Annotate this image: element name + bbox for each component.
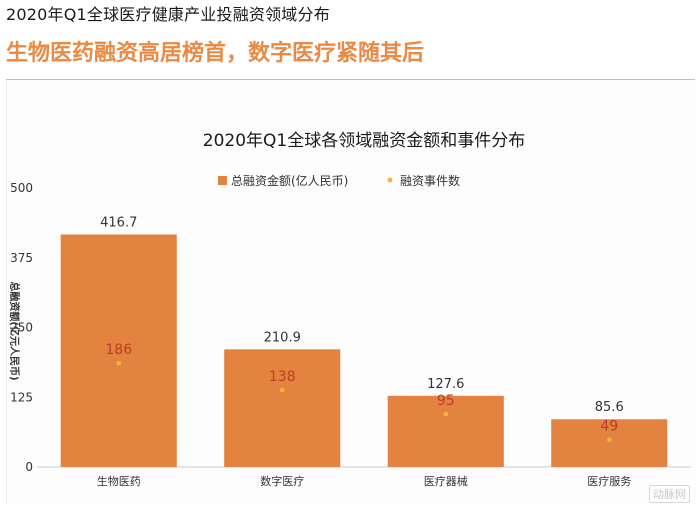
bar-value-label: 210.9 xyxy=(264,330,301,345)
bar xyxy=(224,349,341,467)
x-axis-labels: 生物医药 数字医疗 医疗器械 医疗服务 xyxy=(97,474,632,488)
bar-value-label: 127.6 xyxy=(427,377,464,392)
event-value-labels: 186 138 95 49 xyxy=(105,342,618,434)
x-tick-label: 医疗器械 xyxy=(424,474,468,488)
event-value-label: 186 xyxy=(105,342,132,358)
event-value-label: 95 xyxy=(437,393,455,409)
legend-label-events: 融资事件数 xyxy=(400,173,460,188)
y-tick-label: 0 xyxy=(25,460,33,474)
bar xyxy=(60,234,177,467)
x-tick-label: 生物医药 xyxy=(97,474,141,488)
watermark-logo: 动脉网 xyxy=(649,485,690,503)
bar-value-label: 416.7 xyxy=(100,215,137,230)
header-subtitle: 生物医药融资高居榜首，数字医疗紧随其后 xyxy=(6,41,425,66)
bar xyxy=(387,395,504,467)
legend-label-amount: 总融资金额(亿人民币) xyxy=(231,173,348,188)
header-title: 2020年Q1全球医疗健康产业投融资领域分布 xyxy=(6,5,330,24)
bar xyxy=(551,419,668,467)
bar-value-label: 85.6 xyxy=(595,400,624,415)
event-point xyxy=(116,360,122,366)
y-axis-label: 总融资额(亿元人民币) xyxy=(8,281,21,380)
chart-title: 2020年Q1全球各领域融资金额和事件分布 xyxy=(203,131,525,151)
event-point xyxy=(443,411,449,417)
y-tick-label: 375 xyxy=(10,251,33,265)
y-tick-label: 125 xyxy=(10,390,33,404)
x-tick-label: 医疗服务 xyxy=(587,474,631,488)
y-tick-label: 250 xyxy=(10,321,33,335)
bar-value-labels: 416.7 210.9 127.6 85.6 xyxy=(100,215,624,415)
y-tick-label: 500 xyxy=(10,181,33,195)
event-point xyxy=(606,437,612,442)
legend-marker-events xyxy=(387,177,393,183)
event-value-label: 49 xyxy=(600,419,618,435)
event-points xyxy=(116,360,612,442)
bar-chart: 2020年Q1全球各领域融资金额和事件分布 总融资金额(亿人民币) 融资事件数 … xyxy=(8,131,691,488)
bars xyxy=(60,234,668,467)
header-divider xyxy=(6,79,695,80)
y-axis-ticks: 0 125 250 375 500 xyxy=(10,181,33,474)
legend: 总融资金额(亿人民币) 融资事件数 xyxy=(218,173,460,188)
legend-swatch-amount xyxy=(218,176,227,185)
x-tick-label: 数字医疗 xyxy=(260,474,304,488)
event-value-label: 138 xyxy=(269,369,296,385)
chart-panel: 2020年Q1全球各领域融资金额和事件分布 总融资金额(亿人民币) 融资事件数 … xyxy=(6,80,696,505)
event-point xyxy=(279,387,285,393)
